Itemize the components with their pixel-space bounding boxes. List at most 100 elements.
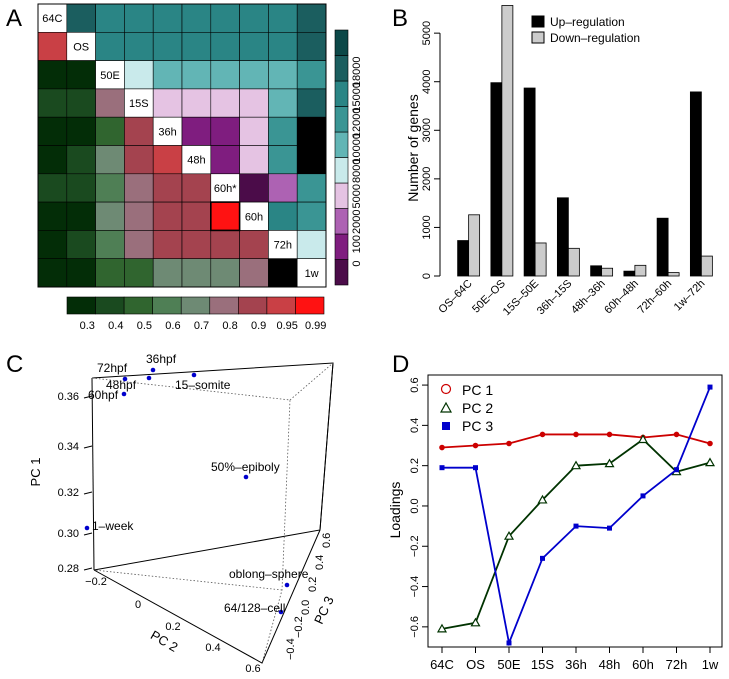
pca-point-label: 36hpf bbox=[146, 352, 177, 366]
heatmap-upper-cell bbox=[296, 230, 327, 259]
heatmap-upper-cell bbox=[296, 173, 327, 203]
line-y-tick-label: 0.4 bbox=[409, 418, 421, 433]
pca-point-label: 15–somite bbox=[175, 378, 231, 392]
heatmap-upper-cell bbox=[268, 31, 298, 61]
heatmap: 64C OS 50E 15S 36h 48h 60h* 60h 72h 1w bbox=[37, 3, 327, 288]
bar-category-label: 36h–15S bbox=[535, 278, 575, 318]
heatmap-upper-cell bbox=[210, 60, 240, 90]
heatmap-highlight-cell bbox=[210, 201, 241, 232]
heatmap-upper-cell bbox=[124, 60, 154, 90]
heatmap-lower-cell bbox=[124, 258, 154, 288]
heatmap-upper-cell bbox=[268, 116, 298, 146]
bar-down-regulation bbox=[468, 214, 481, 277]
pca-point bbox=[191, 372, 197, 378]
line-y-tick-label: 0.6 bbox=[409, 377, 421, 392]
line-x-tick-label: OS bbox=[466, 657, 485, 672]
heatmap-diagonal-label: 72h bbox=[274, 240, 292, 252]
upper-colorbar-swatch bbox=[334, 182, 349, 209]
line-point-pc1 bbox=[539, 431, 546, 438]
heatmap-lower-cell bbox=[37, 258, 68, 288]
heatmap-upper-cell bbox=[239, 31, 269, 61]
bar-y-tick-label: 5000 bbox=[421, 21, 433, 45]
pc1-tick bbox=[83, 395, 93, 399]
heatmap-lower-cell bbox=[37, 116, 68, 146]
heatmap-upper-cell bbox=[296, 201, 327, 231]
line-point-pc2 bbox=[436, 623, 448, 633]
line-x-tick-label: 50E bbox=[497, 657, 520, 672]
bar-category-label: 72h–60h bbox=[635, 278, 674, 317]
lower-colorbar-swatch bbox=[66, 296, 96, 315]
heatmap-upper-cell bbox=[210, 116, 240, 146]
heatmap-upper-cell bbox=[181, 88, 212, 118]
line-point-pc3 bbox=[473, 465, 478, 471]
heatmap-lower-cell bbox=[66, 116, 96, 146]
lower-colorbar-swatch bbox=[123, 296, 153, 315]
bar-up-regulation bbox=[689, 91, 702, 277]
upper-colorbar-tick-label: 2000 bbox=[351, 210, 363, 234]
heatmap-lower-cell bbox=[66, 201, 96, 231]
lower-colorbar-tick-label: 0.99 bbox=[305, 320, 326, 332]
bar-up-regulation bbox=[457, 240, 470, 277]
bar-up-regulation bbox=[490, 82, 503, 277]
heatmap-lower-cell bbox=[37, 145, 68, 175]
heatmap-lower-cell bbox=[152, 258, 183, 288]
heatmap-upper-cell bbox=[124, 3, 154, 33]
legend-marker-pc2 bbox=[439, 401, 453, 413]
bar-up-regulation bbox=[556, 197, 569, 277]
heatmap-upper-cell bbox=[181, 60, 212, 90]
heatmap-upper-cell bbox=[152, 3, 183, 33]
loadings-line-chart: −0.6 −0.4 −0.2 0.0 0.2 0.4 0.6 64C OS 50E 15S 36h 48… bbox=[387, 374, 723, 672]
lower-colorbar-swatch bbox=[180, 296, 211, 315]
bar-y-axis-label: Number of genes bbox=[405, 94, 421, 201]
pc3-tick-label: −0.2 bbox=[293, 616, 305, 638]
heatmap-upper-cell bbox=[268, 201, 298, 231]
heatmap-upper-cell bbox=[210, 145, 240, 175]
lower-colorbar-tick-label: 0.95 bbox=[276, 320, 297, 332]
lower-colorbar-swatch bbox=[209, 296, 239, 315]
pca-point bbox=[150, 367, 156, 373]
heatmap-lower-cell bbox=[95, 173, 125, 203]
heatmap-diagonal-cell bbox=[37, 3, 68, 33]
upper-colorbar-tick-label: 100 bbox=[351, 235, 363, 253]
heatmap-lower-cell bbox=[124, 116, 154, 146]
heatmap-lower-cell bbox=[95, 145, 125, 175]
heatmap-diagonal-cell bbox=[181, 145, 212, 175]
pc3-tick-label: 0.6 bbox=[321, 533, 333, 548]
heatmap-diagonal-label: 36h bbox=[158, 126, 176, 138]
pca-point-label: 64/128–cell bbox=[224, 601, 285, 615]
line-point-pc3 bbox=[607, 525, 612, 531]
pca-point-label: 48hpf bbox=[106, 378, 137, 392]
heatmap-lower-cell bbox=[66, 60, 96, 90]
heatmap-upper-cell bbox=[296, 88, 327, 118]
upper-colorbar-swatch bbox=[334, 106, 349, 133]
line-point-pc1 bbox=[606, 431, 613, 438]
pc2-tick-label: 0.6 bbox=[245, 663, 260, 675]
lower-colorbar-tick-label: 0.6 bbox=[165, 320, 180, 332]
pc1-tick bbox=[83, 532, 93, 536]
pca-point-label: 60hpf bbox=[88, 388, 119, 402]
pca-point bbox=[121, 391, 127, 397]
upper-colorbar-swatch bbox=[334, 208, 349, 235]
legend-swatch-up bbox=[531, 15, 545, 28]
line-y-tick-label: 0.2 bbox=[409, 458, 421, 473]
pca-point bbox=[284, 582, 290, 588]
legend-label-up: Up–regulation bbox=[550, 15, 625, 29]
pc3-tick-label: 0.4 bbox=[314, 555, 326, 570]
pc3-tick-label: 0.2 bbox=[307, 577, 319, 592]
line-point-pc2 bbox=[570, 460, 582, 470]
lower-colorbar-swatch bbox=[152, 296, 182, 315]
heatmap-upper-cell bbox=[95, 3, 125, 33]
heatmap-lower-cell bbox=[66, 230, 96, 259]
heatmap-upper-cell bbox=[210, 31, 240, 61]
pca-3d-scatter: 0.28 0.30 0.32 0.34 0.36 PC 1 −0.2 0 0.2 0.4 0.6… bbox=[28, 352, 337, 675]
line-point-pc3 bbox=[439, 465, 445, 471]
line-point-pc3 bbox=[573, 523, 579, 529]
pc1-tick bbox=[83, 445, 93, 449]
heatmap-lower-cell bbox=[152, 230, 183, 259]
upper-colorbar-swatch bbox=[334, 157, 349, 184]
heatmap-upper-cell bbox=[268, 60, 298, 90]
heatmap-upper-cell bbox=[124, 31, 154, 61]
bar-down-regulation bbox=[567, 247, 580, 277]
heatmap-lower-cell bbox=[37, 60, 68, 90]
